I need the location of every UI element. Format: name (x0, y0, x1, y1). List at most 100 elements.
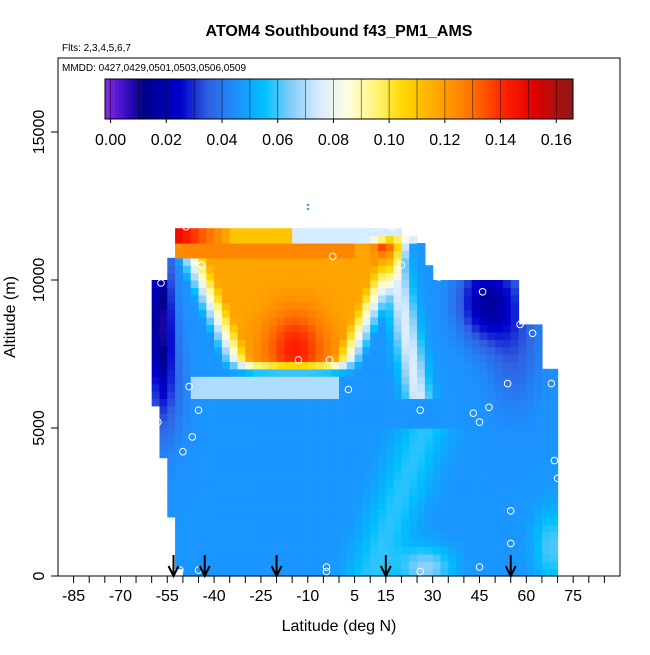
heatmap-cell (260, 309, 270, 318)
heatmap-cell (409, 494, 418, 503)
heatmap-cell (479, 376, 488, 385)
colorbar-segment (372, 79, 377, 119)
colorbar-segment (195, 79, 200, 119)
heatmap-cell (448, 539, 457, 547)
heatmap-cell (214, 272, 223, 281)
heatmap-cell (292, 405, 301, 414)
x-tick-label: -25 (249, 588, 272, 605)
sample-point (322, 563, 331, 571)
heatmap-cell (463, 479, 473, 488)
heatmap-cell (190, 257, 200, 266)
heatmap-cell (175, 383, 184, 392)
heatmap-cell (182, 294, 192, 303)
heatmap-cell (440, 524, 449, 533)
heatmap-cell (190, 243, 200, 251)
heatmap-cell (307, 346, 317, 355)
heatmap-cell (393, 494, 403, 503)
heatmap-cell (206, 317, 215, 325)
heatmap-cell (260, 442, 270, 451)
heatmap-cell (362, 568, 371, 577)
heatmap-cell (307, 428, 317, 436)
heatmap-cell (362, 546, 371, 555)
heatmap-cell (323, 553, 332, 562)
heatmap-cell (549, 420, 559, 429)
heatmap-cell (440, 368, 449, 377)
heatmap-cell (432, 553, 442, 562)
heatmap-cell (487, 346, 496, 355)
heatmap-cell (323, 354, 332, 362)
heatmap-cell (229, 502, 239, 510)
heatmap-cell (206, 546, 215, 555)
heatmap-cell (339, 317, 348, 325)
heatmap-cell (245, 420, 254, 429)
heatmap-cell (409, 346, 418, 355)
heatmap-cell (253, 354, 262, 362)
heatmap-cell (424, 361, 434, 370)
heatmap-cell (299, 568, 309, 577)
heatmap-cell (526, 442, 535, 451)
heatmap-cell (448, 309, 457, 318)
heatmap-cell (331, 457, 340, 466)
heatmap-cell (440, 398, 449, 407)
heatmap-cell (292, 553, 301, 562)
heatmap-cell (362, 368, 371, 377)
heatmap-cell (292, 457, 301, 466)
heatmap-cell (370, 494, 379, 503)
heatmap-cell (284, 331, 293, 340)
heatmap-cell (284, 502, 293, 510)
heatmap-cell (385, 553, 395, 562)
heatmap-cell (159, 331, 168, 340)
heatmap-cell (292, 398, 301, 407)
heatmap-cell (339, 354, 348, 362)
heatmap-cell (198, 531, 207, 540)
heatmap-cell (299, 450, 309, 459)
heatmap-cell (229, 546, 239, 555)
heatmap-cell (284, 450, 293, 459)
heatmap-cell (260, 228, 270, 237)
colorbar-segment (422, 79, 427, 119)
heatmap-cell (362, 524, 371, 533)
heatmap-cell (518, 531, 527, 540)
heatmap-cell (471, 405, 481, 414)
heatmap-cell (198, 346, 207, 355)
heatmap-cell (354, 265, 364, 274)
heatmap-cell (534, 450, 543, 459)
heatmap-cell (167, 435, 176, 444)
heatmap-cell (354, 331, 364, 340)
heatmap-cell (549, 568, 559, 577)
heatmap-cell (167, 368, 176, 377)
heatmap-cell (237, 465, 246, 473)
heatmap-cell (276, 405, 285, 414)
heatmap-cell (339, 391, 348, 399)
heatmap-cell (260, 479, 270, 488)
heatmap-cell (182, 568, 192, 577)
heatmap-cell (284, 354, 293, 362)
heatmap-cell (409, 553, 418, 562)
heatmap-cell (206, 561, 215, 570)
heatmap-cell (315, 413, 324, 422)
heatmap-cell (510, 472, 520, 481)
sample-point (503, 379, 512, 388)
heatmap-cell (175, 502, 184, 510)
heatmap-cell (214, 331, 223, 340)
heatmap-cell (487, 391, 496, 399)
heatmap-cell (502, 354, 512, 362)
heatmap-cell (260, 539, 270, 547)
colorbar-segment (482, 79, 487, 119)
heatmap-cell (487, 331, 496, 340)
heatmap-cell (495, 294, 504, 303)
colorbar-segment (135, 79, 139, 119)
heatmap-cell (206, 243, 215, 251)
heatmap-cell (253, 235, 262, 244)
heatmap-cell (182, 420, 192, 429)
heatmap-cell (456, 383, 465, 392)
heatmap-cell (417, 457, 426, 466)
heatmap-cell (182, 257, 192, 266)
heatmap-cell (534, 339, 543, 348)
heatmap-cell (393, 472, 403, 481)
heatmap-cell (495, 539, 504, 547)
heatmap-cell (221, 546, 231, 555)
heatmap-cell (151, 398, 161, 407)
heatmap-cell (292, 391, 301, 399)
heatmap-cell (175, 324, 184, 333)
